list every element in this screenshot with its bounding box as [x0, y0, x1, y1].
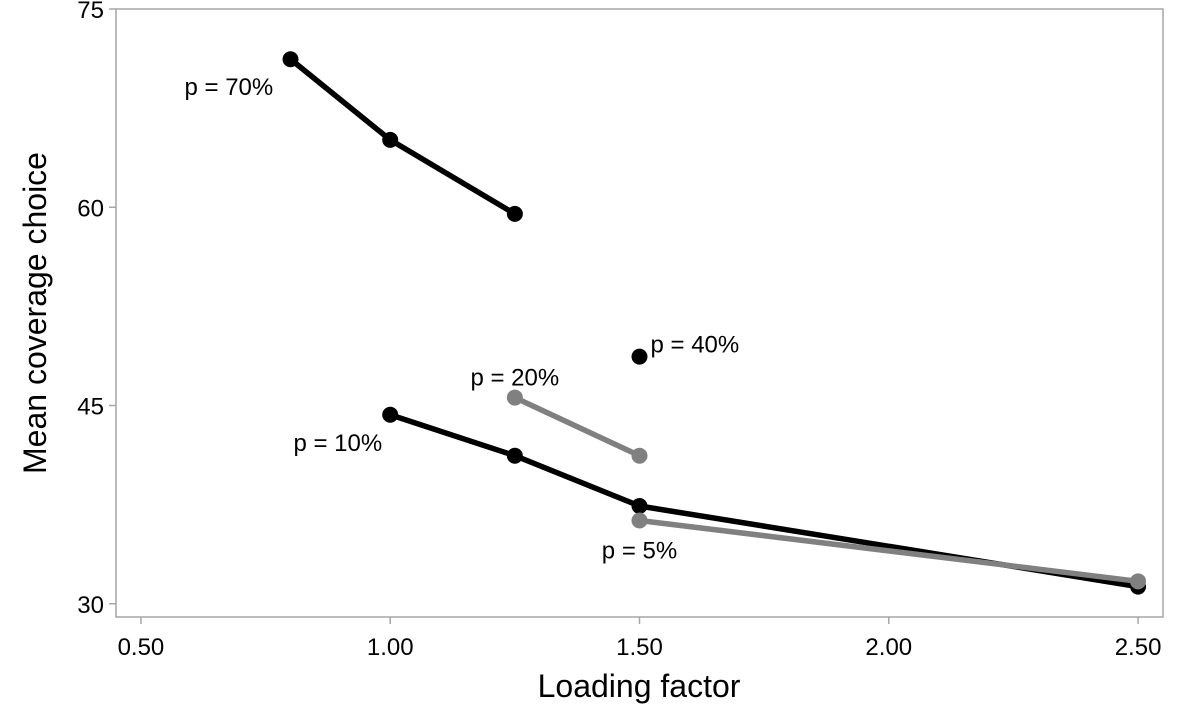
data-point	[631, 348, 648, 365]
series-group	[631, 512, 1147, 590]
series-layer	[282, 51, 1147, 595]
data-point	[1130, 573, 1147, 590]
x-axis-ticks: 0.50 1.00 1.50 2.00 2.50	[118, 617, 1162, 661]
series-line	[288, 57, 517, 217]
data-point	[506, 389, 523, 406]
series-label: p = 5%	[602, 538, 677, 565]
x-axis-title: Loading factor	[538, 668, 741, 704]
x-tick-label: 1.50	[616, 634, 663, 661]
data-point	[506, 447, 523, 464]
data-point	[631, 447, 648, 464]
data-point	[631, 497, 648, 514]
y-axis-title: Mean coverage choice	[17, 152, 53, 474]
x-tick-label: 2.50	[1115, 634, 1162, 661]
data-point	[382, 406, 399, 423]
data-point	[382, 131, 399, 148]
x-tick-label: 1.00	[367, 634, 414, 661]
series-labels: p = 70% p = 40% p = 20% p = 10% p = 5%	[185, 74, 740, 564]
series-line	[389, 412, 1139, 590]
series-label: p = 40%	[651, 332, 740, 359]
data-point	[631, 512, 648, 529]
series-group	[631, 348, 648, 365]
series-group	[282, 51, 523, 222]
series-group	[506, 389, 648, 464]
y-tick-label: 60	[77, 195, 104, 222]
series-line	[639, 517, 1139, 585]
x-tick-label: 2.00	[865, 634, 912, 661]
y-tick-label: 30	[77, 592, 104, 619]
series-label: p = 20%	[470, 365, 559, 392]
data-point	[282, 51, 299, 68]
y-tick-label: 75	[77, 0, 104, 24]
series-label: p = 10%	[293, 430, 382, 457]
data-point	[506, 205, 523, 222]
y-axis-ticks: 30 45 60 75	[77, 0, 116, 619]
y-tick-label: 45	[77, 394, 104, 421]
series-label: p = 70%	[185, 74, 274, 101]
series-line	[513, 395, 641, 459]
x-tick-label: 0.50	[118, 634, 165, 661]
